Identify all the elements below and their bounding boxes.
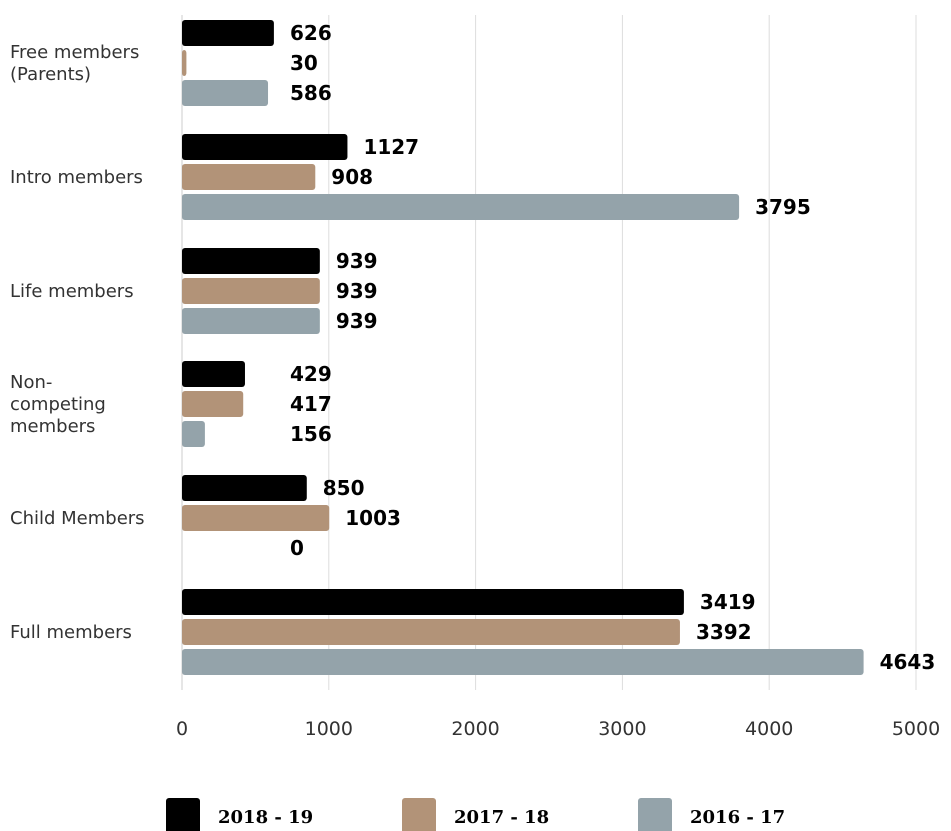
bar-2-2 <box>182 164 316 190</box>
bar-2-3 <box>182 278 320 304</box>
value-label-2-3: 939 <box>336 279 378 303</box>
legend-swatch-2 <box>402 798 436 831</box>
bar-2-4 <box>182 391 244 417</box>
bar-3-1 <box>182 80 269 106</box>
x-tick-3000: 3000 <box>598 718 646 740</box>
bar-3-6 <box>182 649 864 675</box>
category-label-6: Full members <box>10 622 132 643</box>
value-label-3-6: 4643 <box>880 650 936 674</box>
value-label-1-6: 3419 <box>700 590 756 614</box>
value-label-1-5: 850 <box>323 476 365 500</box>
legend-swatch-1 <box>166 798 200 831</box>
value-label-2-4: 417 <box>290 392 332 416</box>
category-label-1: Free members (Parents) <box>10 42 139 85</box>
bar-1-3 <box>182 248 320 274</box>
value-label-3-4: 156 <box>290 422 332 446</box>
value-label-1-2: 1127 <box>363 135 419 159</box>
bar-1-5 <box>182 475 307 501</box>
value-label-2-6: 3392 <box>696 620 752 644</box>
value-label-3-2: 3795 <box>755 195 811 219</box>
category-label-5: Child Members <box>10 508 145 529</box>
bar-1-4 <box>182 361 245 387</box>
legend-swatch-3 <box>638 798 672 831</box>
category-labels: Free members (Parents) Intro members Life m… <box>10 42 145 643</box>
bar-2-5 <box>182 505 330 531</box>
value-labels: 626 30 586 1127 908 3795 939 939 939 429 417 156 850… <box>290 21 935 674</box>
bar-2-6 <box>182 619 680 645</box>
x-tick-1000: 1000 <box>305 718 353 740</box>
x-tick-2000: 2000 <box>451 718 499 740</box>
bar-1-6 <box>182 589 684 615</box>
bar-3-3 <box>182 308 320 334</box>
gridlines <box>328 15 917 690</box>
category-label-3: Life members <box>10 281 134 302</box>
bar-3-2 <box>182 194 740 220</box>
x-tick-0: 0 <box>176 718 188 740</box>
legend-label-3: 2016 - 17 <box>690 807 785 828</box>
category-label-2: Intro members <box>10 167 143 188</box>
legend-label-2: 2017 - 18 <box>454 807 549 828</box>
x-tick-5000: 5000 <box>892 718 940 740</box>
bars <box>182 20 864 675</box>
bar-3-4 <box>182 421 205 447</box>
x-tick-4000: 4000 <box>745 718 793 740</box>
bar-1-2 <box>182 134 348 160</box>
legend: 2018 - 19 2017 - 18 2016 - 17 <box>166 798 785 831</box>
value-label-3-5: 0 <box>290 536 304 560</box>
value-label-1-3: 939 <box>336 249 378 273</box>
bar-1-1 <box>182 20 274 46</box>
value-label-3-1: 586 <box>290 81 332 105</box>
value-label-1-1: 626 <box>290 21 332 45</box>
x-tick-labels: 0 1000 2000 3000 4000 5000 <box>176 718 940 740</box>
value-label-2-2: 908 <box>331 165 373 189</box>
value-label-1-4: 429 <box>290 362 332 386</box>
value-label-3-3: 939 <box>336 309 378 333</box>
value-label-2-1: 30 <box>290 51 318 75</box>
value-label-2-5: 1003 <box>345 506 401 530</box>
legend-label-1: 2018 - 19 <box>218 807 313 828</box>
category-label-4: Non-competing members <box>10 372 106 437</box>
bar-2-1 <box>182 50 187 76</box>
